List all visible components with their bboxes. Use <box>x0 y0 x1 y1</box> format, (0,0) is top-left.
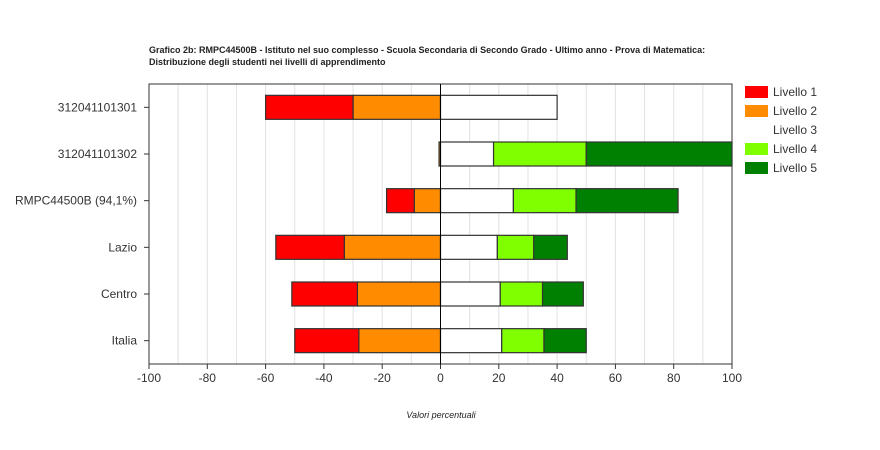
legend-swatch-livello-4 <box>745 143 768 155</box>
category-label: RMPC44500B (94,1%) <box>15 194 137 208</box>
x-tick-label: -80 <box>199 371 217 385</box>
bar-livello-3 <box>439 141 495 167</box>
bar-livello-2 <box>343 234 442 260</box>
bar-livello-1 <box>294 328 360 354</box>
chart-title: Grafico 2b: RMPC44500B - Istituto nel su… <box>149 44 749 68</box>
bar-livello-5 <box>533 234 568 260</box>
bar-livello-2 <box>352 94 442 120</box>
x-tick-label: 0 <box>437 371 444 385</box>
bar-livello-5 <box>575 188 679 214</box>
category-label: Lazio <box>108 240 137 254</box>
x-tick-label: 40 <box>550 371 564 385</box>
x-tick-label: 80 <box>667 371 681 385</box>
bar-livello-1 <box>385 188 415 214</box>
bar-livello-1 <box>265 94 354 120</box>
legend-label: Livello 2 <box>773 104 817 118</box>
bar-livello-1 <box>275 234 345 260</box>
x-tick-label: -20 <box>374 371 392 385</box>
legend-label: Livello 5 <box>773 161 817 175</box>
legend-label: Livello 3 <box>773 123 817 137</box>
bar-livello-4 <box>501 328 545 354</box>
bar-livello-2 <box>413 188 442 214</box>
bar-livello-4 <box>499 281 544 307</box>
bar-livello-3 <box>439 234 498 260</box>
bar-livello-2 <box>358 328 442 354</box>
bar-livello-3 <box>439 188 514 214</box>
category-label: Centro <box>101 287 137 301</box>
chart-title-line-2: Distribuzione degli studenti nei livelli… <box>149 57 386 67</box>
legend-swatch-livello-3 <box>745 124 768 136</box>
x-tick-label: 20 <box>492 371 506 385</box>
legend-swatch-livello-2 <box>745 105 768 117</box>
category-label: Italia <box>112 334 138 348</box>
category-label: 312041101302 <box>58 147 138 161</box>
axes: 312041101301 312041101302 RMPC44500B (94,1… <box>15 83 742 385</box>
bar-livello-5 <box>541 281 584 307</box>
legend: Livello 1 Livello 2 Livello 3 Livello 4 Live… <box>745 85 817 175</box>
bar-livello-4 <box>492 141 587 167</box>
bar-livello-2 <box>356 281 442 307</box>
x-tick-label: -60 <box>257 371 275 385</box>
x-axis-label: Valori percentuali <box>406 410 476 420</box>
bar-livello-5 <box>585 141 733 167</box>
bar-livello-4 <box>496 234 535 260</box>
x-tick-label: -40 <box>315 371 333 385</box>
legend-label: Livello 1 <box>773 85 817 99</box>
x-tick-label: 100 <box>722 371 742 385</box>
category-label: 312041101301 <box>58 100 138 114</box>
bar-livello-3 <box>439 94 558 120</box>
bar-livello-5 <box>543 328 587 354</box>
bar-livello-1 <box>291 281 359 307</box>
x-tick-label: 60 <box>609 371 623 385</box>
x-tick-label: -100 <box>137 371 161 385</box>
legend-label: Livello 4 <box>773 142 817 156</box>
chart-title-line-1: Grafico 2b: RMPC44500B - Istituto nel su… <box>149 45 706 55</box>
legend-swatch-livello-1 <box>745 86 768 98</box>
legend-swatch-livello-5 <box>745 162 768 174</box>
bar-livello-3 <box>439 328 503 354</box>
bars <box>265 94 733 354</box>
bar-livello-3 <box>439 281 501 307</box>
bar-livello-4 <box>512 188 577 214</box>
